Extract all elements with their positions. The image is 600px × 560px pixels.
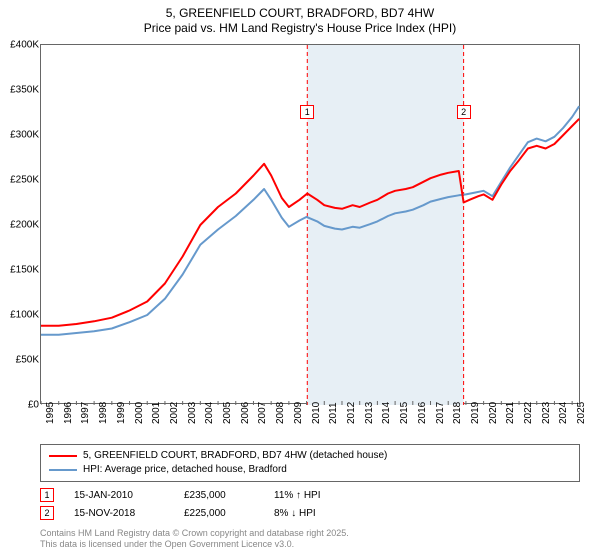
sale-marker-box: 2 [457, 105, 471, 119]
x-tick-label: 2002 [169, 402, 180, 424]
x-tick-label: 2000 [134, 402, 145, 424]
x-tick-label: 2008 [275, 402, 286, 424]
y-tick-label: £0 [1, 400, 39, 411]
x-tick-label: 2005 [222, 402, 233, 424]
legend: 5, GREENFIELD COURT, BRADFORD, BD7 4HW (… [40, 444, 580, 482]
y-tick-label: £200K [1, 220, 39, 231]
x-tick-label: 2023 [541, 402, 552, 424]
legend-label-2: HPI: Average price, detached house, Brad… [83, 463, 287, 477]
x-tick-label: 2018 [452, 402, 463, 424]
x-tick-label: 2015 [399, 402, 410, 424]
chart-container: 5, GREENFIELD COURT, BRADFORD, BD7 4HW P… [0, 0, 600, 560]
legend-swatch-1 [49, 455, 77, 457]
y-tick-label: £100K [1, 310, 39, 321]
y-tick-label: £300K [1, 130, 39, 141]
x-tick-label: 1999 [116, 402, 127, 424]
x-tick-label: 2013 [364, 402, 375, 424]
x-tick-label: 2017 [435, 402, 446, 424]
legend-label-1: 5, GREENFIELD COURT, BRADFORD, BD7 4HW (… [83, 449, 387, 463]
legend-swatch-2 [49, 469, 77, 471]
x-tick-label: 2024 [558, 402, 569, 424]
x-tick-label: 2001 [151, 402, 162, 424]
sales-row: 1 15-JAN-2010 £235,000 11% ↑ HPI [40, 486, 364, 504]
sales-row: 2 15-NOV-2018 £225,000 8% ↓ HPI [40, 504, 364, 522]
footer-line-1: Contains HM Land Registry data © Crown c… [40, 528, 349, 539]
x-tick-label: 1998 [98, 402, 109, 424]
x-tick-label: 2014 [381, 402, 392, 424]
legend-row: 5, GREENFIELD COURT, BRADFORD, BD7 4HW (… [49, 449, 571, 463]
title-line-1: 5, GREENFIELD COURT, BRADFORD, BD7 4HW [0, 6, 600, 21]
plot-svg [41, 45, 581, 405]
x-tick-label: 2022 [523, 402, 534, 424]
sale-diff: 11% ↑ HPI [274, 490, 364, 501]
x-tick-label: 2019 [470, 402, 481, 424]
sale-marker-1: 1 [40, 488, 54, 502]
chart-area: £0£50K£100K£150K£200K£250K£300K£350K£400… [40, 44, 580, 404]
x-tick-label: 2003 [187, 402, 198, 424]
x-tick-label: 2006 [240, 402, 251, 424]
legend-row: HPI: Average price, detached house, Brad… [49, 463, 571, 477]
x-tick-label: 1997 [80, 402, 91, 424]
sale-marker-box: 1 [300, 105, 314, 119]
sale-price: £235,000 [184, 490, 254, 501]
y-tick-label: £400K [1, 40, 39, 51]
x-tick-label: 1996 [63, 402, 74, 424]
x-tick-label: 2007 [257, 402, 268, 424]
sale-date: 15-JAN-2010 [74, 490, 164, 501]
x-tick-label: 1995 [45, 402, 56, 424]
y-tick-label: £150K [1, 265, 39, 276]
sales-table: 1 15-JAN-2010 £235,000 11% ↑ HPI 2 15-NO… [40, 486, 364, 522]
x-tick-label: 2010 [311, 402, 322, 424]
footer-line-2: This data is licensed under the Open Gov… [40, 539, 349, 550]
x-tick-label: 2021 [505, 402, 516, 424]
plot: £0£50K£100K£150K£200K£250K£300K£350K£400… [40, 44, 580, 404]
y-tick-label: £350K [1, 85, 39, 96]
x-tick-label: 2016 [417, 402, 428, 424]
x-tick-label: 2020 [488, 402, 499, 424]
sale-marker-2: 2 [40, 506, 54, 520]
x-tick-label: 2011 [328, 402, 339, 424]
sale-diff: 8% ↓ HPI [274, 508, 364, 519]
title-line-2: Price paid vs. HM Land Registry's House … [0, 21, 600, 36]
y-tick-label: £250K [1, 175, 39, 186]
x-tick-label: 2025 [576, 402, 587, 424]
footer-note: Contains HM Land Registry data © Crown c… [40, 528, 349, 551]
sale-price: £225,000 [184, 508, 254, 519]
sale-date: 15-NOV-2018 [74, 508, 164, 519]
x-tick-label: 2012 [346, 402, 357, 424]
x-tick-label: 2004 [204, 402, 215, 424]
y-tick-label: £50K [1, 355, 39, 366]
title-block: 5, GREENFIELD COURT, BRADFORD, BD7 4HW P… [0, 0, 600, 36]
x-tick-label: 2009 [293, 402, 304, 424]
